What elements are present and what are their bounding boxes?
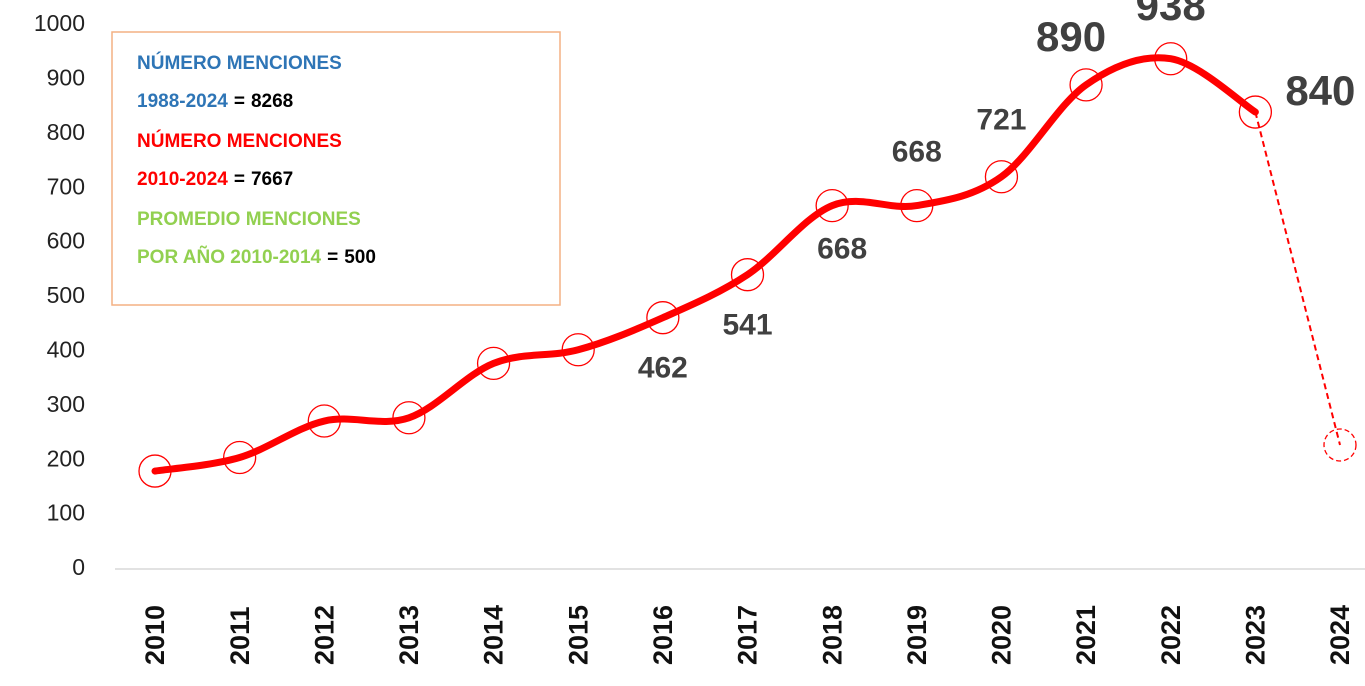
point-marker [138,454,172,488]
point-marker [476,346,511,381]
point-marker [646,301,680,335]
legend-sep: = [234,91,245,112]
point-marker [392,401,426,435]
legend-total: 8268 [251,91,293,112]
point-marker [307,404,341,438]
point-marker [730,258,765,292]
y-tick-label: 400 [47,336,85,362]
point-marker [1323,428,1357,462]
x-tick-label: 2016 [648,605,678,665]
data-label: 721 [976,104,1026,137]
legend-sep: = [234,169,245,190]
x-tick-label: 2015 [563,605,593,665]
x-tick-label: 2013 [394,605,424,665]
legend-total: 7667 [251,169,293,190]
legend-range: 1988-2024 [137,91,228,112]
legend-line: 1988-2024 = 8268 [137,91,293,112]
x-tick-label: 2020 [987,605,1017,665]
data-label: 668 [892,136,942,169]
point-marker [984,160,1019,194]
y-tick-label: 800 [47,119,85,145]
data-label: 668 [817,233,867,266]
y-tick-label: 1000 [34,10,85,36]
legend-line: 2010-2024 = 7667 [137,169,293,190]
x-tick-label: 2012 [309,605,339,665]
x-tick-label: 2018 [817,605,847,665]
x-tick-label: 2024 [1325,605,1355,665]
x-tick-label: 2010 [140,605,170,665]
y-tick-label: 200 [47,445,85,471]
x-tick-label: 2014 [479,605,509,665]
y-tick-label: 600 [47,228,85,254]
point-marker [815,188,849,223]
point-marker [1154,42,1188,76]
legend-label: PROMEDIO MENCIONES [137,209,361,230]
point-marker [561,333,595,367]
x-tick-label: 2017 [733,605,763,665]
x-tick-label: 2011 [225,606,255,665]
x-tick-label: 2019 [902,605,932,665]
data-label: 462 [638,352,688,385]
legend-box [111,31,561,306]
legend-sep: = [327,247,338,268]
data-label: 840 [1285,67,1355,114]
y-tick-label: 0 [72,554,85,580]
x-tick-label: 2022 [1156,605,1186,665]
series-line-projected [1254,111,1341,446]
legend-range: POR AÑO 2010-2014 [137,246,322,268]
x-tick-label: 2023 [1240,605,1270,665]
point-marker [900,188,934,223]
y-tick-label: 300 [47,391,85,417]
data-label: 890 [1036,13,1106,60]
legend-range: 2010-2024 [137,169,228,190]
y-tick-label: 500 [47,282,85,308]
y-tick-label: 700 [47,173,85,199]
y-tick-label: 900 [47,64,85,90]
point-marker [1069,68,1103,102]
legend-total: 500 [344,247,376,268]
legend-label: NÚMERO MENCIONES [137,52,342,74]
y-tick-label: 100 [47,500,85,526]
x-tick-label: 2021 [1071,605,1101,665]
point-marker [1238,95,1273,129]
legend-label: NÚMERO MENCIONES [137,130,342,152]
data-label: 541 [722,309,772,342]
point-marker [222,440,257,475]
data-label: 938 [1136,0,1206,29]
legend-line: POR AÑO 2010-2014 = 500 [137,246,376,268]
